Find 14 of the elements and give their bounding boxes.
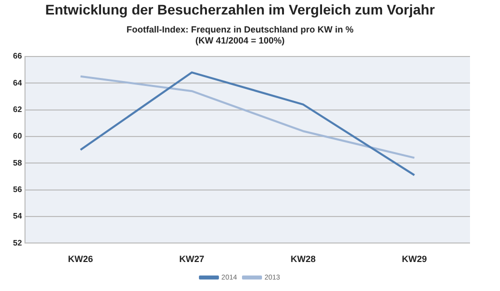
chart-title: Entwicklung der Besucherzahlen im Vergleich zum Vorjahr (45, 1, 436, 18)
y-tick-label: 56 (12, 185, 22, 194)
x-tick-label: KW26 (68, 254, 94, 264)
y-tick-label: 54 (12, 212, 22, 221)
x-tick-label: KW28 (290, 254, 316, 264)
x-tick-label: KW29 (402, 254, 427, 264)
x-tick-label: KW27 (179, 254, 204, 264)
y-tick-label: 60 (12, 132, 22, 141)
y-tick-label: 64 (12, 78, 22, 88)
chart-subtitle: Footfall-Index: Frequenz in Deutschland pro KW in % (KW 41/2004 = 100%) (126, 24, 354, 46)
y-tick-label: 62 (12, 104, 22, 114)
y-tick-label: 66 (12, 52, 22, 61)
y-tick-label: 58 (12, 158, 22, 168)
y-tick-label: 52 (12, 238, 22, 248)
